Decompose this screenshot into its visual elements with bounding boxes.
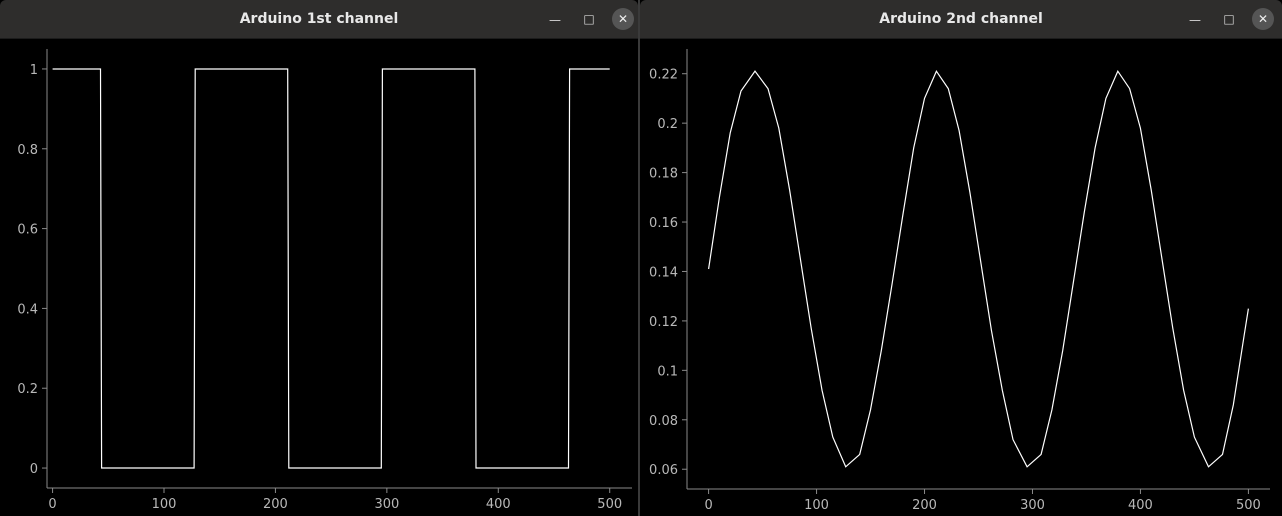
window-channel-1[interactable]: Arduino 1st channel — □ ✕ 0 100 200 300 400 5… xyxy=(0,0,638,516)
x-tick-label: 400 xyxy=(486,497,511,512)
title-bar[interactable]: Arduino 1st channel — □ ✕ xyxy=(0,0,638,39)
x-tick-label: 400 xyxy=(1128,498,1153,513)
minimize-icon[interactable]: — xyxy=(1189,13,1201,27)
minimize-icon[interactable]: — xyxy=(549,13,561,27)
y-tick-label: 0.2 xyxy=(17,382,38,397)
y-tick-label: 1 xyxy=(30,63,38,78)
y-tick-label: 0.8 xyxy=(17,143,38,158)
x-tick-label: 200 xyxy=(263,497,288,512)
x-tick-label: 300 xyxy=(1020,498,1045,513)
window-title: Arduino 2nd channel xyxy=(879,11,1043,27)
x-tick-label: 0 xyxy=(48,497,56,512)
x-tick-label: 500 xyxy=(1236,498,1261,513)
y-tick-label: 0.18 xyxy=(649,167,678,182)
x-tick-label: 100 xyxy=(152,497,177,512)
y-tick-label: 0.2 xyxy=(657,117,678,132)
y-tick-label: 0.14 xyxy=(649,265,678,280)
y-tick-label: 0.16 xyxy=(649,216,678,231)
plot-area[interactable]: 0 100 200 300 400 500 0.06 0.08 0.1 0.12 0.14 0.16 0… xyxy=(640,39,1282,516)
window-channel-2[interactable]: Arduino 2nd channel — □ ✕ 0 100 200 300 400 5… xyxy=(640,0,1282,516)
y-tick-label: 0 xyxy=(30,462,38,477)
maximize-icon[interactable]: □ xyxy=(583,12,595,26)
close-icon[interactable]: ✕ xyxy=(612,8,634,30)
maximize-icon[interactable]: □ xyxy=(1223,12,1235,26)
y-tick-label: 0.1 xyxy=(657,364,678,379)
x-tick-label: 300 xyxy=(374,497,399,512)
y-tick-label: 0.12 xyxy=(649,315,678,330)
chart-channel-1[interactable]: 0 100 200 300 400 500 0 0.2 0.4 0.6 0.8 1 xyxy=(0,39,638,516)
x-tick-label: 100 xyxy=(804,498,829,513)
close-icon[interactable]: ✕ xyxy=(1252,8,1274,30)
x-tick-label: 200 xyxy=(912,498,937,513)
x-tick-label: 500 xyxy=(597,497,622,512)
title-bar[interactable]: Arduino 2nd channel — □ ✕ xyxy=(640,0,1282,39)
series-line xyxy=(52,68,610,469)
y-tick-label: 0.06 xyxy=(649,463,678,478)
plot-area[interactable]: 0 100 200 300 400 500 0 0.2 0.4 0.6 0.8 1 xyxy=(0,39,638,516)
y-tick-label: 0.4 xyxy=(17,302,38,317)
y-tick-label: 0.22 xyxy=(649,68,678,83)
x-tick-label: 0 xyxy=(704,498,712,513)
series-line xyxy=(708,69,1249,468)
y-tick-label: 0.6 xyxy=(17,223,38,238)
chart-channel-2[interactable]: 0 100 200 300 400 500 0.06 0.08 0.1 0.12 0.14 0.16 0… xyxy=(640,39,1282,516)
window-title: Arduino 1st channel xyxy=(239,11,399,27)
y-tick-label: 0.08 xyxy=(649,414,678,429)
